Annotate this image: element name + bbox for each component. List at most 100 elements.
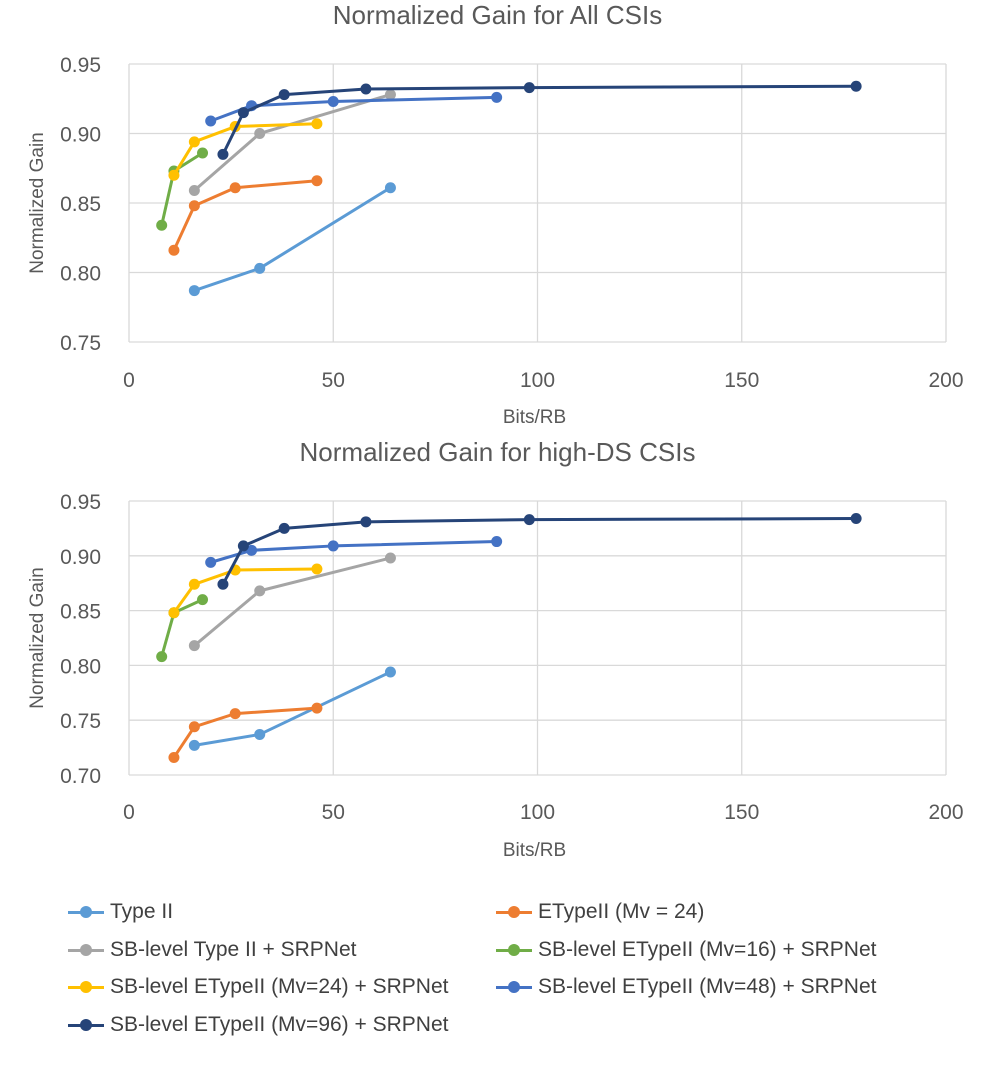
legend-swatch [68,972,104,1002]
x-axis-label: Bits/RB [503,407,566,428]
x-tick-label: 150 [724,801,759,824]
data-point [523,82,535,94]
series-line [193,556,391,647]
data-point [205,556,217,568]
data-point [188,640,200,652]
y-tick-label: 0.85 [60,601,101,624]
series-type-ii [188,182,396,297]
x-tick-label: 150 [724,369,759,392]
legend-label: SB-level ETypeII (Mv=16) + SRPNet [538,938,877,961]
legend-swatch [68,1010,104,1040]
data-point [168,751,180,763]
chart-title: Normalized Gain for All CSIs [333,0,662,30]
series-type-ii [188,666,396,751]
legend-item: SB-level Type II + SRPNet [68,935,356,965]
x-tick-label: 0 [123,801,135,824]
data-point [384,666,396,678]
data-point [384,182,396,194]
legend-swatch [68,935,104,965]
y-tick-label: 0.70 [60,765,101,788]
legend-swatch [496,897,532,927]
series-line [210,540,497,564]
data-point [197,147,209,159]
series-sb-level-etypeii-mv-48-srpnet [205,536,503,568]
data-point [491,536,503,548]
chart-title: Normalized Gain for high-DS CSIs [300,437,696,467]
data-point [205,115,217,127]
series-line [221,84,857,156]
series-etypeii-mv-24 [168,702,323,763]
data-point [311,118,323,130]
data-point [384,89,396,101]
legend-label: ETypeII (Mv = 24) [538,900,705,923]
series-sb-level-type-ii-srpnet [188,89,396,196]
legend-label: SB-level ETypeII (Mv=96) + SRPNet [110,1013,449,1036]
y-axis-label: Normalized Gain [27,132,48,274]
chart-1: Normalized Gain for All CSIs 0.75 0.80 0.85… [27,0,964,428]
data-point [360,83,372,95]
y-tick-label: 0.95 [60,491,101,514]
y-axis-label: Normalized Gain [27,567,48,709]
data-point [229,182,241,194]
legend-label: SB-level ETypeII (Mv=24) + SRPNet [110,975,449,998]
data-point [278,522,290,534]
data-point [850,513,862,525]
data-point [188,200,200,212]
data-point [168,244,180,256]
data-point [850,80,862,92]
data-point [384,552,396,564]
data-point [327,540,339,552]
series-sb-level-etypeii-mv-24-srpnet [168,563,323,619]
data-point [188,721,200,733]
series-line [221,517,857,586]
series-sb-level-etypeii-mv-96-srpnet [217,80,862,160]
legend-label: Type II [110,900,174,923]
chart-2: Normalized Gain for high-DS CSIs 0.70 0.75… [27,437,964,861]
series-line [193,93,391,192]
y-tick-label: 0.90 [60,124,101,147]
series-sb-level-etypeii-mv-16-srpnet [156,594,209,663]
data-point [254,262,266,274]
series-etypeii-mv-24 [168,175,323,256]
legend-swatch [496,935,532,965]
legend: Type II ETypeII (Mv = 24) SB-level Type II… [0,890,997,1070]
data-point [254,128,266,139]
legend-item: SB-level ETypeII (Mv=96) + SRPNet [68,1010,448,1040]
legend-label: SB-level ETypeII (Mv=48) + SRPNet [538,975,877,998]
y-tick-label: 0.90 [60,546,101,569]
data-point [188,285,200,297]
data-point [188,739,200,751]
legend-label: SB-level Type II + SRPNet [110,938,357,961]
data-point [254,728,266,740]
legend-item: SB-level ETypeII (Mv=48) + SRPNet [496,972,876,1002]
series-sb-level-type-ii-srpnet [188,552,396,652]
x-axis-label: Bits/RB [503,840,566,861]
y-tick-label: 0.80 [60,655,101,678]
data-point [188,136,200,148]
y-tick-label: 0.75 [60,332,101,355]
data-point [311,702,323,714]
data-point [156,219,168,231]
data-point [156,651,168,663]
data-point [523,514,535,526]
data-point [217,578,229,590]
x-tick-label: 200 [928,801,963,824]
legend-item: SB-level ETypeII (Mv=24) + SRPNet [68,972,448,1002]
data-point [229,708,241,720]
y-tick-label: 0.95 [60,54,101,77]
data-point [278,89,290,101]
series-sb-level-etypeii-mv-96-srpnet [217,513,862,590]
data-point [246,544,258,556]
x-tick-label: 200 [928,369,963,392]
x-tick-label: 50 [322,801,345,824]
data-point [254,585,266,597]
series-line [172,122,317,176]
y-tick-label: 0.80 [60,263,101,286]
data-point [311,563,323,575]
legend-item: ETypeII (Mv = 24) [496,897,704,927]
data-point [311,175,323,187]
data-point [237,540,249,552]
x-tick-label: 0 [123,369,135,392]
y-tick-label: 0.85 [60,193,101,216]
series-sb-level-etypeii-mv-24-srpnet [168,118,323,181]
